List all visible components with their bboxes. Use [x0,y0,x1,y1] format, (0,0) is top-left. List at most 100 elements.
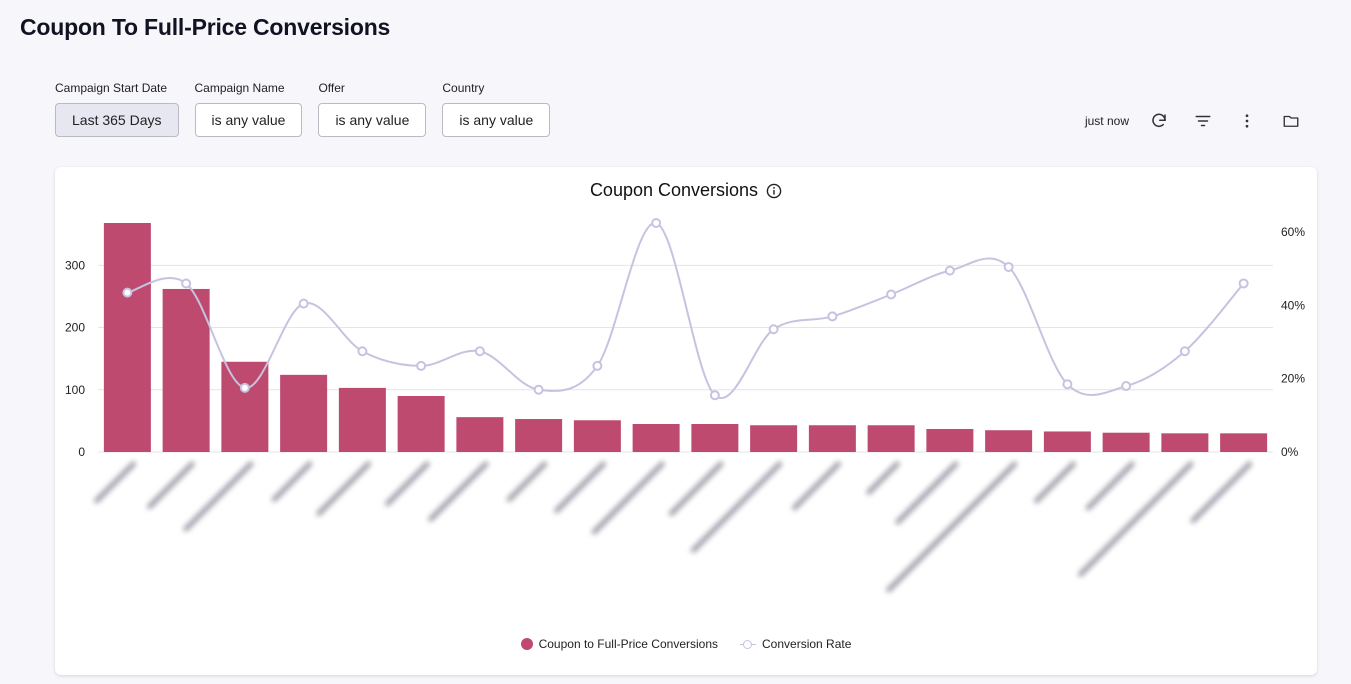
line-point[interactable] [357,346,368,357]
line-point[interactable] [298,298,309,309]
more-options-button[interactable] [1227,108,1267,134]
filter-country: Country is any value [442,80,551,137]
line-series [122,218,1249,401]
x-tick-label-obscured [668,461,724,516]
line-point[interactable] [709,390,720,401]
line-point[interactable] [651,218,662,228]
x-tick-label-obscured [147,461,195,509]
chart-legend: Coupon to Full-Price Conversions Convers… [55,637,1317,651]
bar[interactable] [750,425,798,452]
folder-icon [1283,115,1299,127]
bar[interactable] [162,288,210,452]
x-axis-labels [94,461,1253,593]
bar[interactable] [867,425,915,452]
legend-item-conversion-rate[interactable]: Conversion Rate [740,637,851,651]
line-point[interactable] [416,360,427,371]
x-tick-label-obscured [1190,461,1253,524]
grid-lines [98,264,1273,453]
refresh-button[interactable] [1139,108,1179,134]
x-tick-label-obscured [271,461,313,502]
folder-button[interactable] [1271,108,1311,134]
line-point[interactable] [768,324,779,335]
line-point[interactable] [1179,346,1190,357]
line-point[interactable] [1121,381,1132,392]
x-tick-label-obscured [1085,461,1135,511]
x-tick-label-obscured [385,461,430,507]
filters-toggle-button[interactable] [1183,108,1223,134]
x-tick-label-obscured [94,461,136,504]
bar-series [103,223,1268,452]
filter-label: Campaign Name [194,81,285,95]
line-point[interactable] [592,360,603,371]
campaign-name-filter-button[interactable]: is any value [194,103,303,137]
bar[interactable] [1043,431,1091,452]
bar[interactable] [280,374,328,452]
bar[interactable] [397,395,445,452]
filter-label: Country [442,81,485,95]
y-right-tick-label: 20% [1281,372,1305,386]
bar[interactable] [985,430,1033,452]
bar[interactable] [691,423,739,452]
line-point[interactable] [1062,379,1073,390]
bar[interactable] [808,425,856,452]
line-point[interactable] [474,346,485,357]
info-icon[interactable] [766,183,782,199]
y-right-tick-label: 0% [1281,445,1299,459]
y-right-tick-label: 60% [1281,225,1305,239]
line-point[interactable] [122,287,133,298]
y-left-tick-label: 300 [65,258,85,272]
line-point[interactable] [827,311,838,322]
dashboard-toolbar: just now [1085,108,1311,134]
line-point[interactable] [1003,261,1014,272]
filter-campaign-name: Campaign Name is any value [194,80,303,137]
chart-title: Coupon Conversions [589,180,759,200]
bar[interactable] [1220,433,1268,452]
x-tick-label-obscured [506,461,548,502]
x-tick-label-obscured [554,461,606,514]
bar[interactable] [515,419,563,452]
y-axis-left: 0 100 200 300 [65,258,85,459]
line-point[interactable] [181,278,192,289]
x-tick-label-obscured [792,461,841,511]
filter-label: Campaign Start Date [55,81,168,95]
line-point[interactable] [533,384,544,395]
chart-card: 0 100 200 300 0% 20% 40% 60% Coupon Conversion… [55,167,1317,675]
filter-bar: Campaign Start Date Last 365 Days Campai… [55,80,551,137]
filter-campaign-start-date: Campaign Start Date Last 365 Days [55,80,179,137]
page-title: Coupon To Full-Price Conversions [20,14,391,40]
x-tick-label-obscured [183,461,254,532]
country-filter-button[interactable]: is any value [442,103,551,137]
legend-label: Coupon to Full-Price Conversions [538,637,719,651]
refresh-icon [1152,113,1166,128]
last-updated-text: just now [1084,114,1129,128]
x-tick-label-obscured [1034,461,1076,504]
bar[interactable] [632,423,680,452]
bar[interactable] [1161,433,1209,452]
line-point[interactable] [1238,278,1249,289]
y-left-tick-label: 0 [78,445,85,459]
filter-icon [1195,115,1211,127]
bar[interactable] [338,387,386,452]
legend-label: Conversion Rate [762,637,852,651]
bar[interactable] [103,223,151,452]
legend-swatch [740,638,757,650]
bar[interactable] [456,417,504,452]
x-tick-label-obscured [428,461,489,522]
bar[interactable] [926,428,974,452]
line-point[interactable] [886,289,897,300]
bar[interactable] [573,420,621,452]
y-left-tick-label: 200 [65,321,85,335]
legend-item-conversions[interactable]: Coupon to Full-Price Conversions [520,637,719,651]
conversion-rate-line [127,222,1245,399]
x-tick-label-obscured [866,461,900,495]
line-point[interactable] [944,265,955,276]
legend-swatch [520,638,533,650]
bar[interactable] [1102,432,1150,452]
line-point[interactable] [239,382,250,393]
offer-filter-button[interactable]: is any value [318,103,427,137]
x-tick-label-obscured [316,461,371,516]
y-axis-right: 0% 20% 40% 60% [1281,225,1305,459]
more-vertical-icon [1245,114,1249,128]
campaign-start-date-filter-button[interactable]: Last 365 Days [55,103,179,137]
